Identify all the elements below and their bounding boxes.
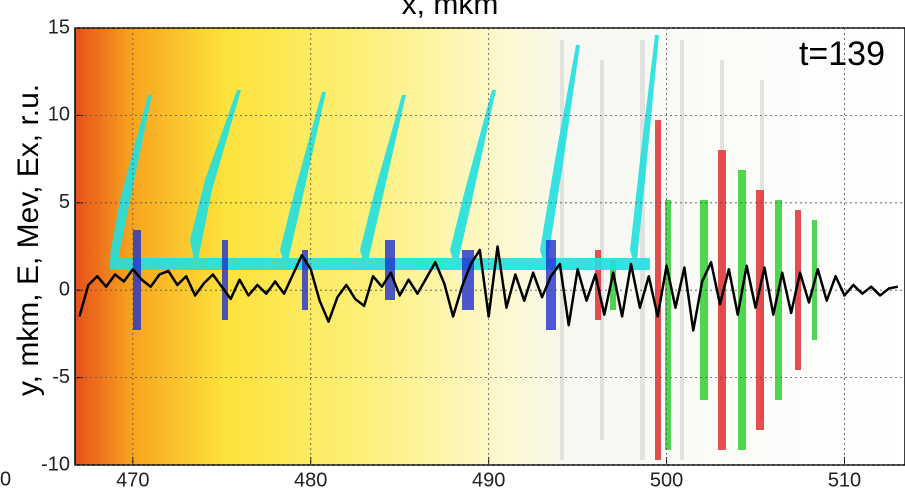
y-tick-label: 15 <box>48 16 70 38</box>
marks <box>75 27 905 466</box>
x-tick-label: 480 <box>294 469 327 491</box>
y-tick-label: 10 <box>48 104 70 126</box>
line-series <box>78 245 899 332</box>
x-tick-label: 510 <box>828 469 861 491</box>
y-tick-label: 5 <box>59 191 70 213</box>
x-tick-label: 470 <box>116 469 149 491</box>
y-axis-label: y, mkm, E, Mev, Ex, r.u. <box>12 84 45 396</box>
x-tick-label: 500 <box>650 469 683 491</box>
y-tick-label: 0 <box>59 278 70 300</box>
y-tick-label: -5 <box>52 366 70 388</box>
chart-title: x, mkm <box>402 0 499 21</box>
corner-label: 0 <box>0 468 11 490</box>
plot-background <box>75 28 905 465</box>
annotation: t=139 <box>799 35 885 73</box>
x-tick-label: 490 <box>472 469 505 491</box>
y-tick-label: -10 <box>41 453 70 475</box>
